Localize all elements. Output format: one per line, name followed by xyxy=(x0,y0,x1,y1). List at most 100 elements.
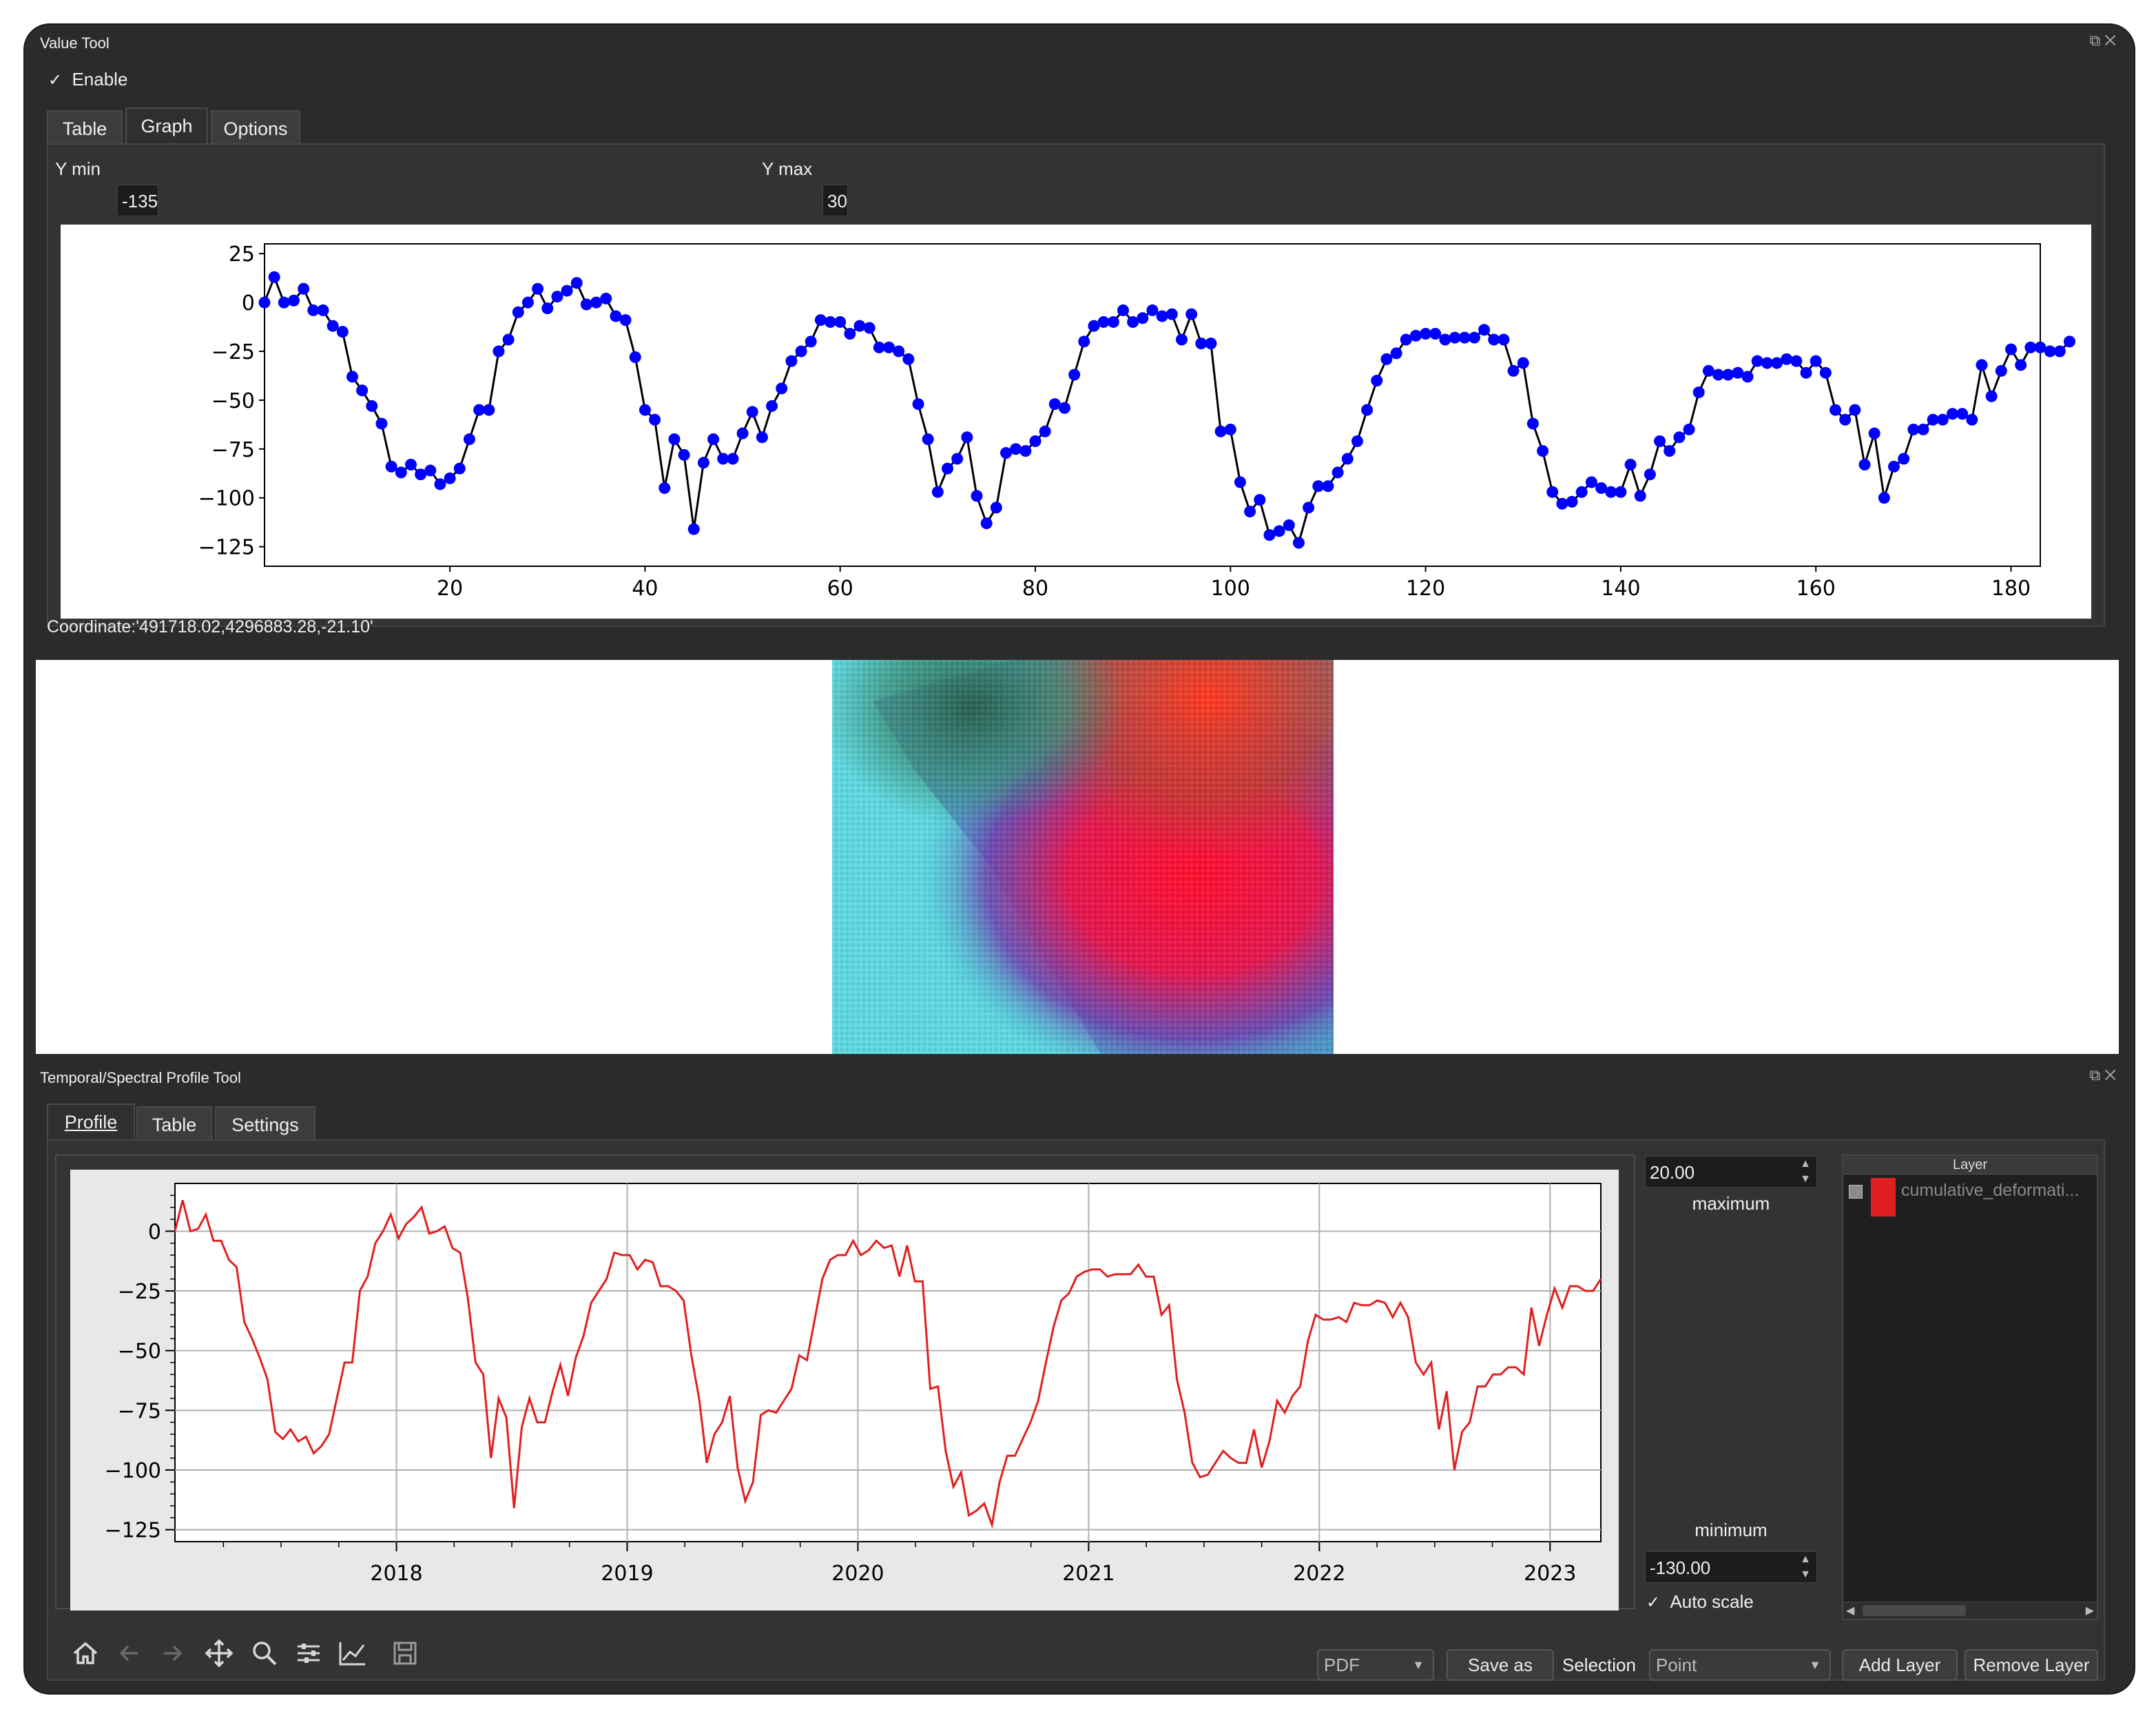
data-point xyxy=(1526,417,1539,430)
plot-toolbar xyxy=(55,1637,441,1671)
data-point xyxy=(1605,486,1617,498)
data-point xyxy=(1214,425,1227,437)
data-point xyxy=(951,453,964,465)
remove-layer-button[interactable]: Remove Layer xyxy=(1965,1649,2098,1681)
data-point xyxy=(346,371,358,383)
axes-area xyxy=(174,1183,1602,1542)
y-tick-label: −50 xyxy=(118,1340,161,1364)
layer-table-scrollbar[interactable]: ◀ ▶ xyxy=(1843,1602,2097,1619)
y-tick-label: −100 xyxy=(198,487,255,511)
data-point xyxy=(1995,364,2007,377)
layer-visible-checkbox[interactable] xyxy=(1849,1185,1863,1199)
layer-table-header: Layer xyxy=(1843,1156,2097,1174)
data-point xyxy=(1839,413,1852,426)
tab-table[interactable]: Table xyxy=(47,110,123,145)
configure-subplots-icon[interactable] xyxy=(292,1637,325,1670)
data-point xyxy=(375,417,388,430)
forward-arrow-icon[interactable] xyxy=(156,1637,189,1670)
data-point xyxy=(1439,333,1451,346)
data-point xyxy=(1849,404,1861,416)
data-point xyxy=(561,284,573,297)
data-point xyxy=(1312,480,1325,493)
selection-select[interactable]: Point ▼ xyxy=(1649,1649,1831,1681)
data-point xyxy=(1781,353,1793,365)
data-point xyxy=(493,345,505,358)
data-point xyxy=(1263,529,1276,541)
value-graph: 20 40 60 80 100 120 140 160 180 25 0 −25 −50 −75 −100 −… xyxy=(61,225,2091,619)
profile-tab-panel: 0 −25 −50 −75 −100 −125 2018 2019 2020 2021 2022 20… xyxy=(47,1139,2105,1681)
data-point xyxy=(1692,386,1705,399)
ymin-input[interactable]: -135 xyxy=(117,185,159,216)
data-point xyxy=(639,404,651,416)
data-point xyxy=(532,282,544,295)
data-point xyxy=(1751,355,1763,367)
data-point xyxy=(404,459,417,471)
data-point xyxy=(873,341,885,353)
x-tick-label: 2021 xyxy=(1062,1562,1115,1586)
data-point xyxy=(707,433,720,446)
tab-settings[interactable]: Settings xyxy=(215,1106,315,1141)
enable-checkbox[interactable]: ✓ Enable xyxy=(48,69,127,90)
data-point xyxy=(1429,327,1442,340)
data-point xyxy=(1165,308,1178,320)
data-point xyxy=(736,427,749,439)
y-tick-label: −25 xyxy=(118,1280,161,1304)
data-point xyxy=(590,296,603,309)
map-canvas[interactable] xyxy=(36,660,2119,1054)
dock-float-close-icons-2[interactable]: ⧉✕ xyxy=(2089,1066,2120,1084)
data-point xyxy=(1819,366,1832,379)
tab-profile-table[interactable]: Table xyxy=(136,1106,212,1141)
data-point xyxy=(687,523,700,535)
tab-graph[interactable]: Graph xyxy=(125,107,208,145)
data-point xyxy=(1409,329,1422,342)
data-point xyxy=(1741,371,1754,383)
data-point xyxy=(1205,338,1217,350)
data-point xyxy=(2015,359,2027,371)
data-point xyxy=(1127,315,1139,328)
data-point xyxy=(795,345,807,358)
data-point xyxy=(863,322,875,334)
data-point xyxy=(1273,525,1285,537)
data-point xyxy=(1556,497,1568,510)
home-icon[interactable] xyxy=(69,1637,102,1670)
edit-axis-icon[interactable] xyxy=(336,1637,369,1670)
enable-label: Enable xyxy=(72,69,128,90)
minimum-spinbox[interactable]: -130.00 ▲ ▼ xyxy=(1645,1551,1817,1583)
y-tick-label: −125 xyxy=(105,1519,161,1543)
data-point xyxy=(278,296,290,309)
format-select[interactable]: PDF ▼ xyxy=(1317,1649,1434,1681)
data-point xyxy=(415,468,427,481)
ymin-label: Y min xyxy=(55,158,101,179)
data-point xyxy=(1088,320,1100,332)
y-tick-label: −100 xyxy=(105,1459,161,1483)
add-layer-button[interactable]: Add Layer xyxy=(1842,1649,1958,1681)
data-point xyxy=(298,282,310,295)
data-point xyxy=(326,320,339,332)
data-point xyxy=(1898,453,1910,465)
save-icon[interactable] xyxy=(388,1637,422,1670)
layer-row[interactable]: cumulative_deformati... xyxy=(1843,1177,2097,1217)
layer-color-swatch[interactable] xyxy=(1871,1178,1896,1217)
dock-float-close-icons[interactable]: ⧉✕ xyxy=(2089,32,2120,49)
data-point xyxy=(2053,345,2066,358)
check-icon: ✓ xyxy=(48,71,63,90)
save-as-button[interactable]: Save as xyxy=(1447,1649,1554,1681)
data-point xyxy=(2044,345,2056,358)
data-point xyxy=(1137,312,1149,324)
minimum-label: minimum xyxy=(1694,1520,1768,1540)
layer-table[interactable]: Layer cumulative_deformati... ◀ ▶ xyxy=(1842,1155,2098,1620)
tab-profile[interactable]: Profile xyxy=(47,1104,135,1141)
pan-icon[interactable] xyxy=(203,1637,236,1670)
ymax-input[interactable]: 30 xyxy=(822,185,848,216)
selection-label: Selection xyxy=(1562,1655,1636,1675)
tab-options[interactable]: Options xyxy=(211,110,300,145)
data-point xyxy=(1078,335,1090,348)
maximum-spinbox[interactable]: 20.00 ▲ ▼ xyxy=(1645,1156,1817,1188)
x-tick-label: 180 xyxy=(1991,577,2031,601)
back-arrow-icon[interactable] xyxy=(113,1637,146,1670)
data-point xyxy=(931,486,944,498)
zoom-icon[interactable] xyxy=(248,1637,281,1670)
auto-scale-checkbox[interactable]: ✓ Auto scale xyxy=(1646,1591,1754,1613)
data-point xyxy=(971,490,983,502)
data-point xyxy=(1712,369,1725,381)
